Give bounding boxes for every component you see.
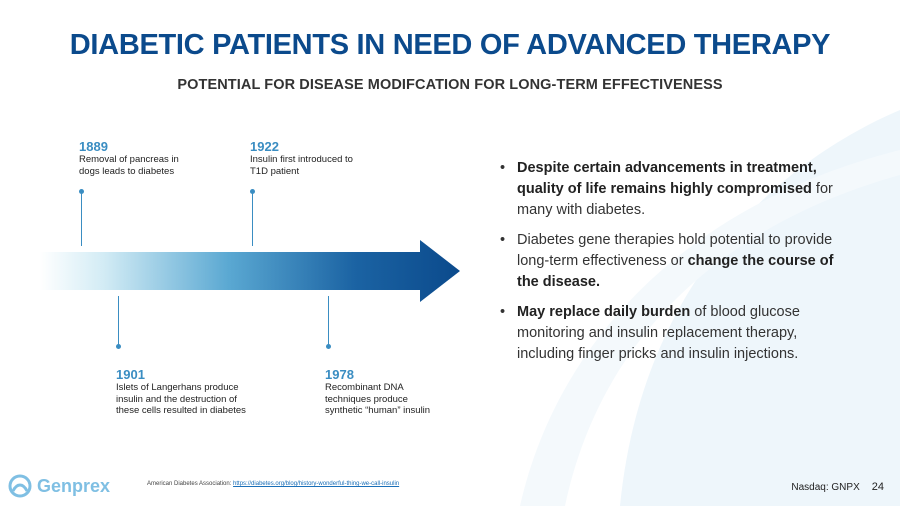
event-description: Islets of Langerhans produce insulin and… xyxy=(116,382,296,417)
arrow-shape xyxy=(40,240,460,302)
connector-line xyxy=(81,192,82,246)
source-citation: American Diabetes Association: https://d… xyxy=(147,481,399,487)
connector-dot xyxy=(116,344,121,349)
event-description: Removal of pancreas in dogs leads to dia… xyxy=(79,154,249,177)
event-year: 1978 xyxy=(325,367,354,382)
timeline-event-1978: 1978 Recombinant DNA techniques produce … xyxy=(325,367,485,417)
event-line: insulin and the destruction of xyxy=(116,393,237,405)
event-line: Islets of Langerhans produce xyxy=(116,382,239,393)
event-year: 1889 xyxy=(79,139,108,154)
event-line: Recombinant DNA xyxy=(325,382,404,393)
event-line: Insulin first introduced to xyxy=(250,154,353,165)
event-year: 1922 xyxy=(250,139,279,154)
bullet-text: of blood glucose monitoring and insulin … xyxy=(517,304,800,362)
timeline-event-1922: 1922 Insulin first introduced to T1D pat… xyxy=(250,139,420,177)
connector-line xyxy=(252,192,253,246)
source-link[interactable]: https://diabetes.org/blog/history-wonder… xyxy=(233,481,400,487)
nasdaq-ticker: Nasdaq: GNPX xyxy=(791,482,860,493)
bullet-text: for many with diabetes. xyxy=(517,181,833,218)
bullet-item: • Diabetes gene therapies hold potential… xyxy=(500,230,850,293)
event-description: Recombinant DNA techniques produce synth… xyxy=(325,382,485,417)
bullet-bold-text: May replace daily burden xyxy=(517,304,691,320)
footer-right: Nasdaq: GNPX 24 xyxy=(791,481,884,493)
event-year: 1901 xyxy=(116,367,145,382)
bullet-list: • Despite certain advancements in treatm… xyxy=(500,158,850,365)
timeline-arrow xyxy=(40,240,460,302)
source-prefix: American Diabetes Association: xyxy=(147,481,232,487)
event-line: techniques produce xyxy=(325,393,408,405)
logo-text: Genprex xyxy=(37,475,111,496)
connector-line xyxy=(118,296,119,346)
slide-subtitle: POTENTIAL FOR DISEASE MODIFCATION FOR LO… xyxy=(177,77,723,93)
genprex-logo: Genprex xyxy=(8,473,110,499)
event-description: Insulin first introduced to T1D patient xyxy=(250,154,420,177)
bullet-dot: • xyxy=(500,232,506,248)
connector-dot xyxy=(250,189,255,194)
connector-dot xyxy=(79,189,84,194)
event-line: these cells resulted in diabetes xyxy=(116,405,246,416)
timeline-event-1889: 1889 Removal of pancreas in dogs leads t… xyxy=(79,139,249,177)
bullet-item: • May replace daily burden of blood gluc… xyxy=(500,302,850,365)
bullet-dot: • xyxy=(500,304,506,320)
event-line: synthetic “human” insulin xyxy=(325,405,431,416)
timeline-event-1901: 1901 Islets of Langerhans produce insuli… xyxy=(116,367,296,417)
connector-dot xyxy=(326,344,331,349)
slide-title: DIABETIC PATIENTS IN NEED OF ADVANCED TH… xyxy=(69,29,831,61)
bullet-item: • Despite certain advancements in treatm… xyxy=(500,158,850,221)
logo-mark-icon xyxy=(8,474,32,498)
connector-line xyxy=(328,296,329,346)
bullet-dot: • xyxy=(500,160,506,176)
event-line: dogs leads to diabetes xyxy=(79,165,175,177)
event-line: Removal of pancreas in xyxy=(79,154,179,165)
bullet-bold-text: change the course of the disease. xyxy=(517,253,834,290)
page-number: 24 xyxy=(871,481,884,493)
bullet-text: Diabetes gene therapies hold potential t… xyxy=(517,232,833,269)
bullet-bold-text: Despite certain advancements in treatmen… xyxy=(517,160,817,197)
event-line: T1D patient xyxy=(250,165,300,177)
